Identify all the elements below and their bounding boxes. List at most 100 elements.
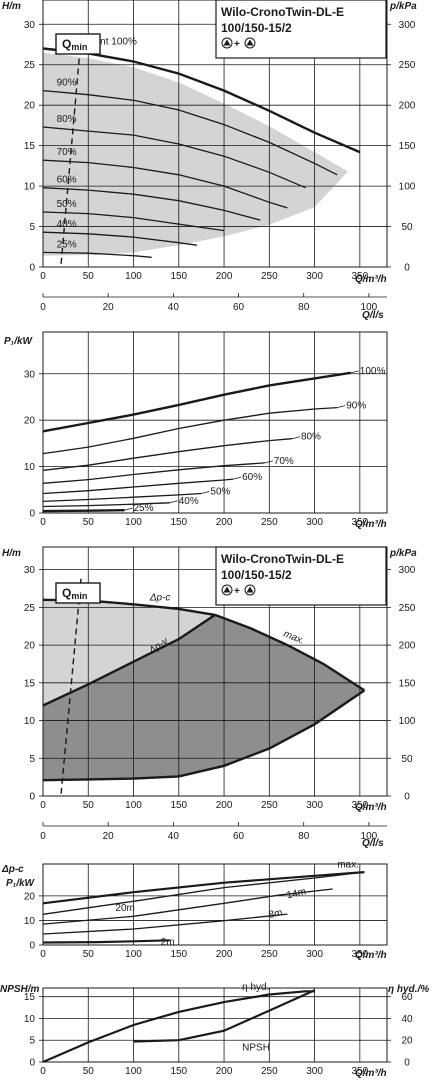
speed-curve-80 <box>42 126 306 189</box>
product-size: 100/150-15/2 <box>221 568 292 582</box>
x-tick-label: 350 <box>351 800 368 811</box>
curve-label: 70% <box>57 147 77 158</box>
y-axis-title-2: P₁/kW <box>6 878 36 889</box>
product-title: Wilo-CronoTwin-DL-E <box>221 5 344 19</box>
qmin-marker: Qmin <box>55 33 101 55</box>
efficiency-curve <box>42 990 315 1064</box>
power-curve-90 <box>42 406 338 455</box>
curve-label: 2m <box>161 937 175 948</box>
y-tick-label: 20 <box>24 416 36 427</box>
x-tick-label: 150 <box>170 800 187 811</box>
curve-label: 80% <box>57 114 77 125</box>
x-axis-title: Q/m³/h <box>355 519 387 530</box>
x-axis-title: Q/m³/h <box>355 1068 387 1079</box>
x-tick-label: 0 <box>40 800 46 811</box>
x-tick-label: 300 <box>306 517 323 528</box>
y2-tick-label: 0 <box>404 1058 410 1069</box>
y2-tick-label: 0 <box>404 792 410 803</box>
label-leader <box>350 370 359 374</box>
control-curve-max <box>214 613 366 692</box>
qmin-box <box>55 582 101 604</box>
x-tick-label: 150 <box>170 517 187 528</box>
y-tick-label: 25 <box>24 60 36 71</box>
x-tick-label: 200 <box>216 517 233 528</box>
power-curve-60 <box>42 478 234 495</box>
x-tick-label: 200 <box>216 949 233 960</box>
power-curve-70 <box>42 462 265 484</box>
plot-frame <box>42 546 388 797</box>
x-tick-label: 100 <box>125 949 142 960</box>
y-tick-label: 25 <box>24 603 36 614</box>
control-power-curve-2m <box>42 939 170 944</box>
power-curve-25 <box>42 509 125 513</box>
y-tick-label: 5 <box>29 222 35 233</box>
power-flow-speed-chart: 100%90%80%70%60%50%40%25% 0 50 100 150 200 25… <box>4 331 388 530</box>
product-box: Wilo-CronoTwin-DL-E 100/150-15/2 + <box>215 0 387 59</box>
x-tick-label: 300 <box>306 271 323 282</box>
x2-tick-label: 0 <box>40 302 46 313</box>
x2-tick-label: 40 <box>168 302 180 313</box>
x-tick-label: 300 <box>306 949 323 960</box>
y2-tick-label: 50 <box>401 754 413 765</box>
power-curves <box>42 371 351 513</box>
y-tick-label: 5 <box>29 754 35 765</box>
speed-curve-nconstant100 <box>42 47 361 154</box>
y-tick-label: 15 <box>24 678 36 689</box>
control-curve-dpv <box>42 613 216 707</box>
curve-label: 70% <box>274 456 294 467</box>
y-tick-label: 0 <box>29 1058 35 1069</box>
speed-curve-50 <box>42 211 225 232</box>
speed-curve-60 <box>42 187 261 221</box>
curve-label: 50% <box>210 487 230 498</box>
y-tick-label: 5 <box>29 1036 35 1047</box>
speed-curve-40 <box>42 231 197 246</box>
x-tick-label: 300 <box>306 800 323 811</box>
y2-tick-label: 300 <box>399 20 416 31</box>
y2-tick-label: 150 <box>399 678 416 689</box>
x2-tick-label: 20 <box>103 302 115 313</box>
x-axis-title: Q/m³/h <box>355 802 387 813</box>
qmin-marker: Qmin <box>55 582 101 604</box>
qmin-box <box>55 33 101 55</box>
y-tick-label: 15 <box>24 992 36 1003</box>
npsh-eta-curves <box>42 989 316 1064</box>
tick-labels: 0 50 100 150 200 250 300 350 0 10 20 <box>24 891 369 960</box>
x-tick-label: 150 <box>170 949 187 960</box>
grid <box>39 987 391 1063</box>
x2-tick-label: 100 <box>361 831 378 842</box>
y-tick-label: 10 <box>24 1014 36 1025</box>
y2-tick-label: 200 <box>399 641 416 652</box>
x-tick-label: 0 <box>40 949 46 960</box>
control-power-curve-8m <box>42 913 288 935</box>
x-axis-title: Q/m³/h <box>355 274 387 285</box>
x-tick-label: 100 <box>125 517 142 528</box>
y-tick-label: 30 <box>24 20 36 31</box>
grid <box>39 863 388 946</box>
x-tick-label: 200 <box>216 271 233 282</box>
tick-labels: 0 50 100 150 200 250 300 3500510152025300501001… <box>24 20 416 313</box>
x-tick-label: 350 <box>351 1066 368 1077</box>
y-tick-label: 30 <box>24 369 36 380</box>
plus-sign: + <box>234 586 240 597</box>
curve-label: 8m <box>268 907 284 921</box>
x-tick-label: 350 <box>351 271 368 282</box>
curve-label: 60% <box>57 175 77 186</box>
y-tick-label: 20 <box>24 101 36 112</box>
curve-label: NPSH <box>242 1043 270 1054</box>
y-axis-title: H/m <box>2 1 21 12</box>
x-tick-label: 250 <box>261 1066 278 1077</box>
y-tick-label: 0 <box>29 941 35 952</box>
plot-frame <box>42 0 388 268</box>
y-tick-label: 10 <box>24 716 36 727</box>
curve-label: η hyd. <box>242 982 269 993</box>
qmin-label: Qmin <box>62 37 87 52</box>
y2-tick-label: 100 <box>399 182 416 193</box>
operating-area-fill <box>43 52 349 256</box>
x-tick-label: 100 <box>125 800 142 811</box>
plus-sign: + <box>234 39 240 50</box>
curve-label: 80% <box>301 432 321 443</box>
curve-labels: 100% 90% 80% 70% 60% 50% 40% 25% <box>124 366 385 514</box>
x2-tick-label: 80 <box>298 302 310 313</box>
x-tick-label: 50 <box>83 949 95 960</box>
